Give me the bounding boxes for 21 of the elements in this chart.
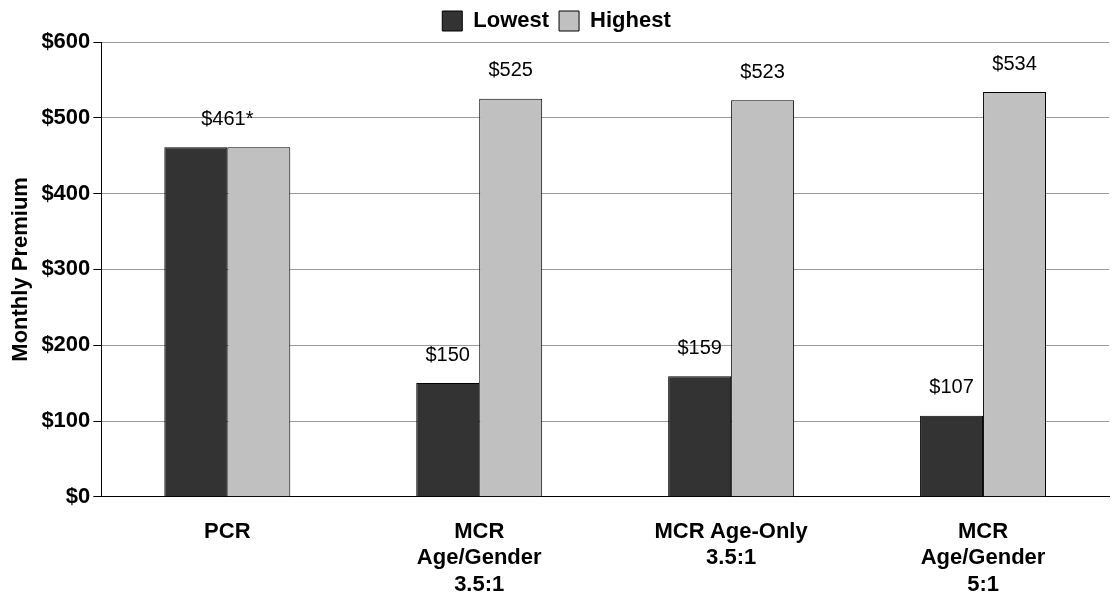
data-label: $525 [488, 58, 533, 81]
y-tick-label: $0 [65, 482, 91, 508]
y-tick-label: $100 [41, 407, 91, 433]
x-tick-label: MCR Age-Only 3.5:1 [654, 518, 809, 570]
data-label: $159 [677, 335, 722, 358]
y-axis-title: Monthly Premium [7, 177, 33, 362]
x-tick-label: MCR Age/Gender 3.5:1 [416, 518, 542, 596]
y-tick-label: $400 [41, 179, 91, 205]
data-label: $150 [425, 342, 470, 365]
y-tick-label: $200 [41, 331, 91, 357]
data-label: $523 [740, 59, 785, 82]
data-label: $461* [201, 106, 254, 129]
legend-label: Highest [590, 7, 672, 33]
y-tick-label: $300 [41, 255, 91, 281]
y-tick-label: $500 [41, 103, 91, 129]
y-tick-label: $600 [41, 28, 91, 54]
legend-label: Lowest [473, 7, 550, 33]
x-tick-label: MCR Age/Gender 5:1 [920, 518, 1046, 596]
data-label: $534 [992, 51, 1037, 74]
x-tick-label: PCR [204, 518, 251, 544]
data-label: $107 [929, 375, 974, 398]
